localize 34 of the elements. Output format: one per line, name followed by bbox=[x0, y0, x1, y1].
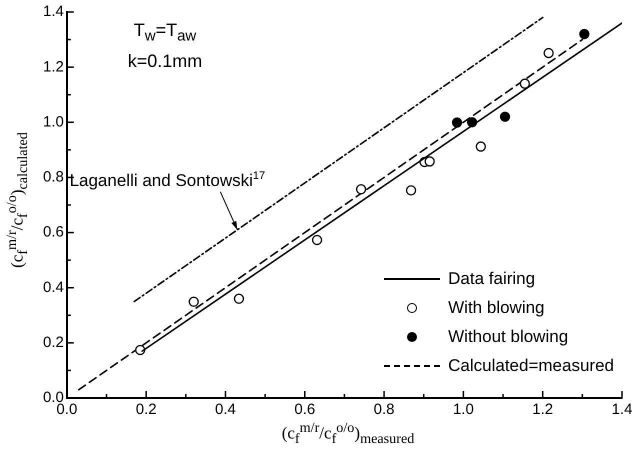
annotation: k=0.1mm bbox=[126, 50, 204, 73]
point bbox=[579, 28, 590, 40]
point bbox=[452, 117, 462, 128]
x-tick-label: 0.8 bbox=[374, 401, 395, 418]
legend-label: With blowing bbox=[448, 298, 545, 318]
point bbox=[356, 184, 366, 194]
x-tick-label: 0.6 bbox=[294, 401, 316, 418]
x-axis-title: (c$_{f}$$^{m/r}$/c$_{f}$$^{o/o}$)$_{measured}$ bbox=[280, 420, 416, 448]
y-tick-label: 0.8 bbox=[42, 168, 64, 186]
point bbox=[135, 344, 146, 356]
point bbox=[312, 234, 322, 246]
legend-label: Without blowing bbox=[448, 326, 568, 346]
point bbox=[500, 112, 510, 122]
point bbox=[406, 185, 416, 196]
y-tick-label: 0.2 bbox=[42, 334, 64, 351]
x-tick-label: 1.0 bbox=[452, 401, 474, 418]
point bbox=[188, 296, 199, 307]
y-tick-label: 1.4 bbox=[42, 3, 64, 20]
point bbox=[234, 294, 244, 304]
x-tick-label: 0.2 bbox=[136, 401, 157, 418]
x-tick-label: 0.4 bbox=[215, 401, 236, 418]
y-tick-label: 1.2 bbox=[42, 58, 64, 76]
annotation: T$_{w}$=T$_{aw}$ bbox=[132, 19, 198, 47]
point bbox=[543, 48, 554, 58]
point bbox=[476, 141, 486, 152]
legend-label: Calculated=measured bbox=[448, 356, 614, 376]
y-tick-label: 1.0 bbox=[42, 113, 64, 130]
x-tick-label: 1.2 bbox=[532, 401, 554, 418]
legend-label: Data fairing bbox=[448, 268, 536, 288]
y-tick-label: 0.6 bbox=[42, 224, 64, 241]
y-tick-label: 0.4 bbox=[42, 278, 64, 296]
x-tick-label: 1.4 bbox=[612, 401, 632, 418]
point bbox=[520, 78, 530, 89]
point bbox=[424, 156, 435, 167]
